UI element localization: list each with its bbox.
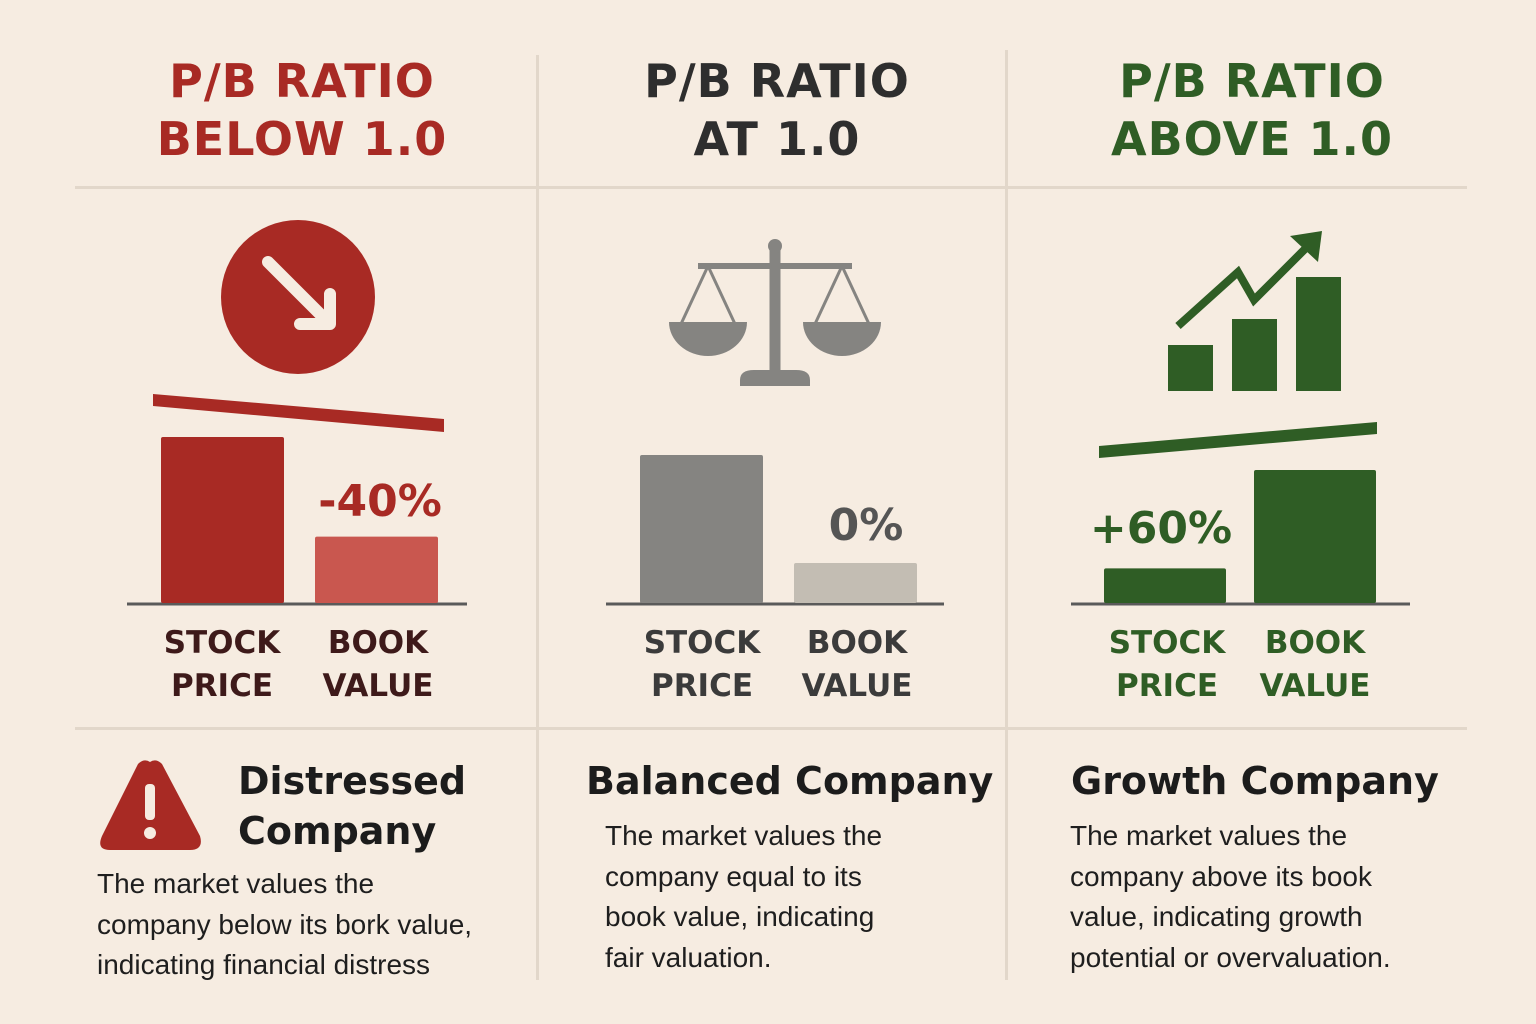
bar-book-value: [794, 563, 917, 603]
divider-horizontal-bottom: [75, 727, 1467, 730]
title-line: AT 1.0: [693, 112, 861, 166]
category-label-stock-price: STOCK PRICE: [627, 622, 777, 708]
change-annotation: +60%: [1090, 503, 1232, 554]
label-line: PRICE: [1115, 668, 1219, 704]
description-distressed: The market values the company below its …: [97, 864, 472, 986]
category-label-stock-price: STOCK PRICE: [147, 622, 297, 708]
heading-line: Company: [238, 809, 437, 853]
description-line: company equal to its: [605, 860, 862, 892]
bar-stock-price: [161, 437, 284, 603]
column-title-at: P/B RATIO AT 1.0: [547, 52, 1007, 168]
divider-vertical-2: [1005, 50, 1008, 980]
title-line: P/B RATIO: [1119, 54, 1385, 108]
heading-line: Balanced Company: [586, 759, 994, 803]
category-label-stock-price: STOCK PRICE: [1092, 622, 1242, 708]
trend-line-up: [1099, 422, 1377, 458]
label-line: STOCK: [643, 625, 761, 661]
label-line: BOOK: [806, 625, 908, 661]
description-line: potential or overvaluation.: [1070, 941, 1391, 973]
title-line: ABOVE 1.0: [1110, 112, 1394, 166]
heading-line: Distressed: [238, 759, 467, 803]
title-line: P/B RATIO: [644, 54, 910, 108]
label-line: VALUE: [801, 668, 913, 704]
change-annotation: 0%: [829, 500, 904, 551]
title-line: BELOW 1.0: [156, 112, 448, 166]
change-annotation: -40%: [318, 476, 442, 527]
description-line: The market values the: [1070, 820, 1348, 851]
growth-chart-icon: [1168, 231, 1341, 391]
balance-scale-icon: [669, 239, 881, 386]
column-title-below: P/B RATIO BELOW 1.0: [72, 52, 532, 168]
trend-line-down: [153, 394, 444, 432]
bar-stock-price: [1104, 568, 1226, 603]
description-line: company above its book: [1070, 860, 1372, 892]
description-line: company below its bork value,: [97, 908, 473, 940]
bar-book-value: [1254, 470, 1376, 603]
label-line: VALUE: [322, 668, 434, 704]
bar-book-value: [315, 536, 438, 603]
category-label-book-value: BOOK VALUE: [782, 622, 932, 708]
category-label-book-value: BOOK VALUE: [1240, 622, 1390, 708]
description-balanced: The market values the company equal to i…: [605, 816, 882, 978]
description-line: book value, indicating: [605, 901, 875, 932]
description-line: indicating financial distress: [97, 949, 431, 980]
divider-horizontal-top: [75, 186, 1467, 189]
column-title-above: P/B RATIO ABOVE 1.0: [1022, 52, 1482, 168]
company-heading-balanced: Balanced Company: [586, 756, 993, 806]
label-line: PRICE: [650, 668, 754, 704]
description-line: The market values the: [97, 868, 375, 899]
category-label-book-value: BOOK VALUE: [303, 622, 453, 708]
title-line: P/B RATIO: [169, 54, 435, 108]
divider-vertical-1: [536, 55, 539, 980]
bar-stock-price: [640, 455, 763, 603]
label-line: STOCK: [1108, 625, 1226, 661]
label-line: BOOK: [327, 625, 429, 661]
description-line: fair valuation.: [605, 941, 772, 973]
label-line: PRICE: [170, 668, 274, 704]
heading-line: Growth Company: [1071, 759, 1439, 803]
company-heading-distressed: Distressed Company: [238, 756, 466, 856]
down-arrow-circle-icon: [221, 220, 375, 374]
label-line: STOCK: [163, 625, 281, 661]
description-line: value, indicating growth: [1070, 901, 1363, 932]
description-line: The market values the: [605, 820, 883, 851]
description-growth: The market values the company above its …: [1070, 816, 1391, 978]
company-heading-growth: Growth Company: [1071, 756, 1439, 806]
warning-triangle-icon: [100, 760, 201, 850]
label-line: BOOK: [1264, 625, 1366, 661]
label-line: VALUE: [1259, 668, 1371, 704]
